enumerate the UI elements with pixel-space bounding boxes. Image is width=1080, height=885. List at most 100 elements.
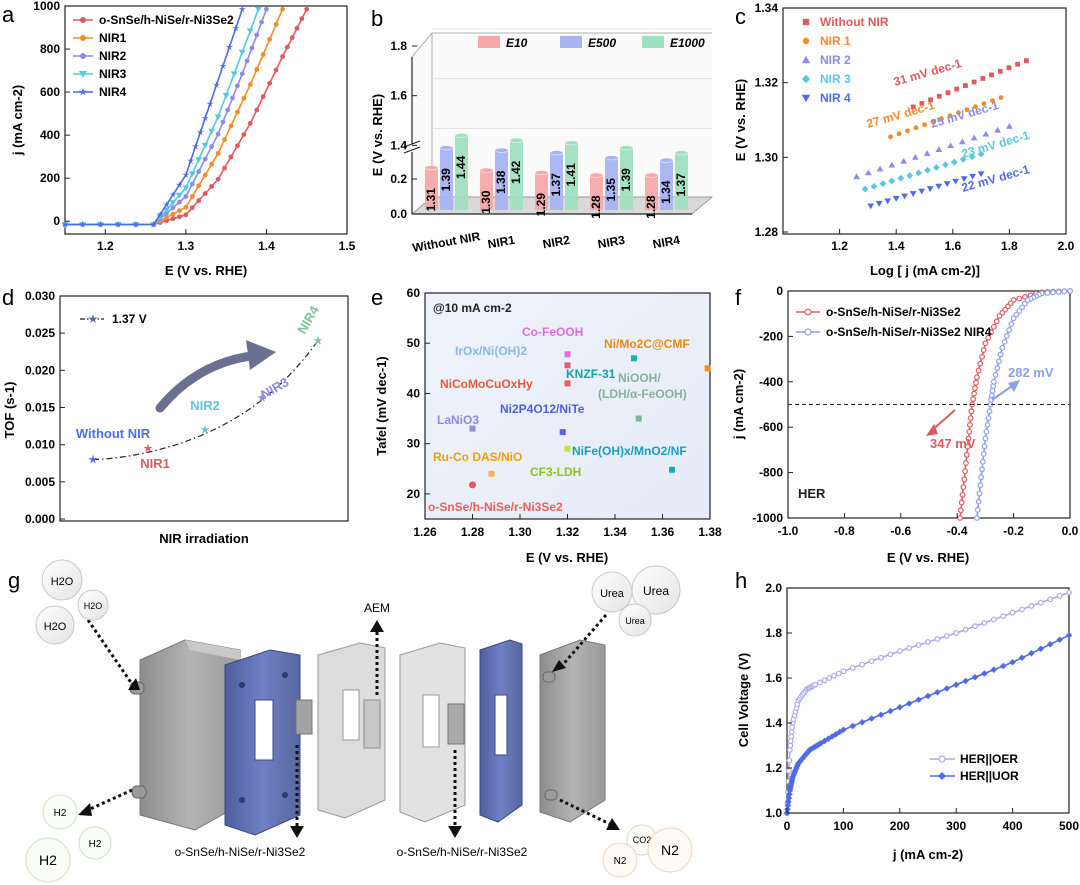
panel-h-ylabel: Cell Voltage (V)	[736, 653, 751, 747]
panel-c-point	[994, 126, 1002, 133]
panel-letter-g: g	[8, 568, 20, 593]
panel-f-point	[979, 466, 985, 473]
panel-c-point	[977, 150, 985, 158]
panel-h-ytick-label: 2.0	[765, 581, 782, 595]
h2o-bubble: H2O	[77, 589, 109, 621]
panel-f-point	[983, 428, 990, 435]
panel-c-point	[971, 79, 977, 85]
panel-b-ytick-label: 0.2	[390, 172, 407, 186]
panel-h-curve	[786, 591, 1070, 814]
panel-c-point	[964, 107, 970, 113]
panel-d-ytick-label: 0.025	[25, 326, 55, 340]
panel-f-legend-marker	[804, 308, 812, 316]
panel-a-point	[267, 80, 273, 86]
panel-d-legend-marker	[88, 314, 98, 323]
panel-b-bar-label: 1.38	[494, 170, 508, 194]
h2-bubble: H2	[42, 794, 78, 830]
panel-h-point	[831, 672, 837, 679]
svg-text:Urea: Urea	[643, 584, 669, 598]
panel-c-point	[923, 150, 931, 156]
panel-a-point	[215, 151, 221, 156]
panel-a-curve	[65, 8, 260, 226]
panel-c-point	[998, 95, 1004, 100]
panel-a-point	[230, 71, 238, 78]
panel-f-point	[977, 360, 984, 367]
panel-c-point	[911, 153, 919, 160]
panel-b-bar-cap	[439, 145, 454, 151]
panel-c-slope-label: 25 mV dec-1	[929, 98, 1000, 131]
panel-f-overpotential-label: 282 mV	[1008, 365, 1054, 380]
panel-a-point	[247, 120, 253, 126]
left-electrode-pointer-head	[290, 826, 304, 838]
svg-text:H2: H2	[54, 808, 67, 819]
panel-e-ytick-label: 40	[407, 386, 421, 400]
panel-h-point	[798, 755, 806, 763]
panel-f-point	[979, 458, 986, 465]
panel-h-legend-marker	[938, 772, 946, 780]
panel-a-point	[260, 52, 266, 57]
panel-b-bar	[660, 160, 673, 210]
panel-d-category-label: Without NIR	[76, 426, 151, 441]
panel-a-point	[206, 100, 214, 108]
panel-b-axis-break-2	[403, 146, 421, 154]
panel-a-point	[264, 6, 269, 12]
panel-c-point	[892, 196, 900, 202]
panel-h-point	[934, 688, 941, 696]
panel-c-point	[897, 174, 905, 182]
panel-h-point	[825, 735, 832, 743]
panel-letter-c: c	[735, 4, 746, 29]
panel-f-point	[1016, 295, 1023, 302]
panel-b-bar-label: 1.41	[564, 163, 578, 187]
panel-d-category-label: NIR1	[140, 456, 170, 471]
panel-a-xtick-label: 1.4	[258, 239, 275, 253]
panel-a-point	[182, 185, 190, 192]
panel-f-legend-label: o-SnSe/h-NiSe/r-Ni3Se2 NIR4	[826, 325, 992, 339]
panel-h-point	[972, 623, 978, 630]
panel-a-point	[196, 169, 202, 174]
panel-f-point	[1024, 297, 1031, 303]
panel-a-point	[189, 194, 195, 199]
panel-c-legend-label: NIR 4	[820, 91, 851, 105]
panel-c-point	[913, 125, 919, 131]
panel-a-point	[299, 16, 305, 22]
panel-a-point	[232, 24, 240, 32]
panel-f-ytick-label: -1000	[752, 511, 783, 525]
panel-h-point	[836, 728, 843, 736]
panel-e-ylabel: Tafel (mV dec-1)	[374, 356, 389, 455]
panel-a-point	[294, 25, 300, 31]
panel-f-point	[981, 443, 988, 450]
panel-h-legend-label: HER||OER	[960, 752, 1018, 766]
panel-a-legend-marker	[79, 71, 87, 78]
panel-letter-a: a	[2, 2, 15, 27]
panel-c-point	[968, 153, 976, 161]
panel-a-point	[267, 36, 273, 42]
panel-a-xtick-label: 1.2	[97, 239, 114, 253]
panel-c-point	[888, 177, 896, 185]
panel-c-ytick-label: 1.32	[755, 76, 779, 90]
panel-f-point	[1013, 311, 1020, 318]
panel-f-point	[1019, 304, 1025, 311]
panel-c-point	[933, 164, 940, 171]
panel-f-point	[988, 392, 995, 399]
panel-c-point	[989, 72, 994, 78]
panel-b-bar-label: 1.42	[509, 160, 523, 184]
panel-h-point	[826, 675, 833, 681]
panel-h-point	[981, 670, 988, 677]
panel-a-point	[189, 205, 195, 211]
panel-a-ytick-label: 0	[53, 214, 60, 228]
panel-h-point	[1047, 596, 1054, 603]
panel-h-ytick-label: 1.6	[765, 671, 782, 685]
panel-a-xtick-label: 1.3	[178, 239, 195, 253]
svg-text:H2: H2	[39, 852, 57, 868]
panel-a-xlabel: E (V vs. RHE)	[165, 263, 247, 278]
panel-b-category-label: NIR3	[597, 233, 627, 252]
panel-c-xlabel: Log [ j (mA cm-2)]	[870, 263, 980, 278]
panel-a-point	[228, 123, 234, 129]
panel-a-point	[222, 165, 227, 171]
panel-h-point	[906, 645, 913, 651]
panel-f-point	[1006, 327, 1012, 333]
panel-d-point	[143, 443, 153, 453]
panel-e-point	[564, 445, 571, 452]
panel-c-point	[1023, 58, 1029, 64]
panel-c-point	[870, 182, 878, 190]
